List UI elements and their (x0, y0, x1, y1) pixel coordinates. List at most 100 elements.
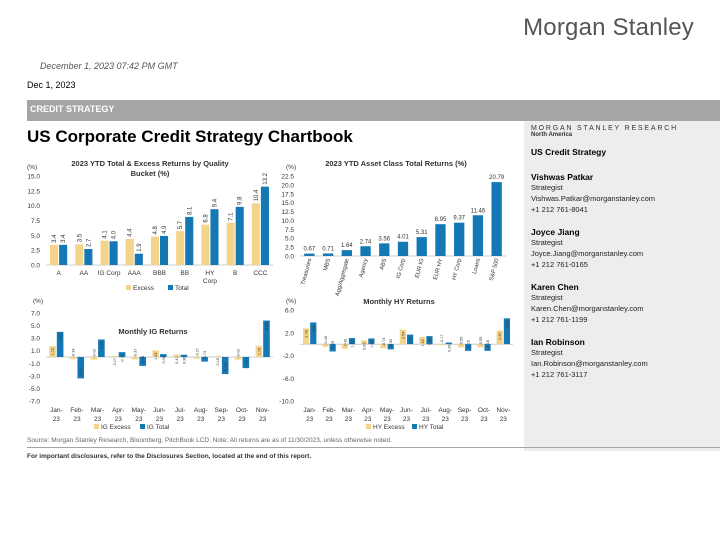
x-tick-label: Apr- (112, 407, 124, 414)
bar-hy-excess (399, 329, 406, 345)
x-tick-label: B (233, 270, 237, 277)
analyst-role: Strategist (531, 238, 563, 247)
data-label: 5.31 (416, 230, 428, 236)
bar-excess (75, 244, 84, 265)
x-tick-label: HY (205, 270, 215, 277)
y-tick-label: 5.0 (31, 323, 40, 330)
x-tick-label: Feb- (70, 407, 83, 414)
bar-hy-excess (477, 344, 484, 348)
y-tick-label: -3.0 (29, 373, 41, 380)
analyst-card: Karen Chen Strategist Karen.Chen@morgans… (531, 282, 720, 325)
x-tick-label-year: 23 (403, 416, 411, 423)
bar-ig-excess (255, 345, 263, 357)
data-label: -0.81 (343, 338, 347, 347)
data-label: -0.17 (440, 334, 444, 343)
x-tick-label: BBB (153, 270, 166, 277)
charts-canvas: 2023 YTD Total & Excess Returns by Quali… (27, 159, 513, 431)
bar-ig-excess (69, 357, 77, 360)
bar-hy-total (329, 344, 336, 352)
analyst-email[interactable]: Vishwas.Patkar@morganstanley.com (531, 194, 656, 203)
x-tick-label-year: 23 (364, 416, 372, 423)
data-label: 3.5 (77, 233, 83, 242)
bar-ig-total (242, 357, 250, 369)
bar-hy-total (426, 336, 433, 345)
legend-swatch (366, 424, 371, 429)
data-label: 0.15 (216, 358, 220, 365)
x-tick-label-year: 23 (325, 416, 333, 423)
bar-total (59, 244, 68, 265)
data-label: 1.41 (428, 338, 432, 345)
y-tick-label: 1.0 (31, 348, 40, 355)
x-tick-label-year: 23 (345, 416, 353, 423)
x-tick-label: A (56, 270, 61, 277)
data-label: -1.29 (331, 341, 335, 350)
bar-hy-total (465, 344, 472, 351)
bar-hy-excess (302, 328, 310, 345)
data-label: 4.4 (128, 228, 134, 237)
x-tick-label-year: 23 (461, 416, 469, 423)
data-label: -0.55 (459, 337, 463, 346)
x-tick-label: Jun- (400, 407, 413, 414)
data-label: 2.40 (498, 332, 502, 339)
data-label: 0.28 (447, 345, 451, 352)
y-axis-label: (%) (286, 164, 296, 171)
y-tick-label: -1.0 (29, 361, 41, 368)
y-tick-label: -10.0 (279, 399, 294, 406)
data-label: -2.72 (224, 363, 228, 372)
x-tick-label-year: 23 (422, 416, 430, 423)
x-tick-label-year: 23 (500, 416, 508, 423)
report-date: Dec 1, 2023 (27, 80, 76, 90)
x-tick-label-year: 23 (115, 416, 123, 423)
bar-hy-total (310, 322, 317, 345)
y-tick-label: 15.0 (27, 174, 40, 181)
research-region: North America (531, 132, 573, 138)
y-tick-label: -2.0 (283, 353, 295, 360)
y-tick-label: 10.0 (281, 218, 294, 225)
x-tick-label-year: 23 (306, 416, 314, 423)
data-label: 4.53 (505, 320, 509, 327)
data-label: 1.64 (341, 243, 353, 249)
legend-swatch (126, 285, 131, 290)
y-tick-label: 5.0 (31, 233, 40, 240)
bar-ig-total (180, 354, 188, 357)
legend-label: IG Excess (101, 424, 131, 431)
analyst-phone: +1 212 761-1199 (531, 315, 588, 324)
bar-total (491, 182, 502, 256)
y-tick-label: 12.5 (281, 209, 294, 216)
data-label: 9.4 (212, 198, 218, 207)
analyst-email[interactable]: Karen.Chen@morganstanley.com (531, 304, 644, 313)
y-tick-label: 0.0 (285, 254, 294, 261)
bar-excess (201, 224, 210, 265)
data-label: 1.03 (154, 353, 158, 360)
legend-swatch (412, 424, 417, 429)
y-tick-label: 2.0 (285, 330, 294, 337)
bar-hy-excess (322, 344, 329, 347)
y-tick-label: 22.5 (281, 174, 294, 181)
bar-total (435, 224, 446, 256)
x-tick-label-year: 23 (384, 416, 392, 423)
x-tick-label: CCC (253, 270, 267, 277)
bar-hy-excess (419, 337, 426, 345)
bar-hy-total (387, 344, 394, 350)
x-tick-label: MBS (323, 258, 332, 272)
data-label: 8.95 (435, 217, 447, 223)
team-name: US Credit Strategy (531, 147, 607, 157)
bar-total (260, 186, 269, 265)
legend-label: Excess (133, 285, 155, 292)
x-tick-label: Jan- (50, 407, 63, 414)
x-tick-label: EUR IG (415, 258, 426, 279)
publish-timestamp: December 1, 2023 07:42 PM GMT (40, 61, 178, 71)
data-label: 0.46 (162, 356, 166, 363)
bar-hy-excess (438, 344, 445, 346)
y-tick-label: -6.0 (283, 376, 295, 383)
bar-hy-total (407, 334, 414, 345)
data-label: -0.55 (479, 337, 483, 346)
data-label: 2.54 (401, 332, 405, 339)
data-label: 1.24 (421, 339, 425, 346)
analyst-email[interactable]: Ian.Robinson@morganstanley.com (531, 359, 648, 368)
analyst-email[interactable]: Joyce.Jiang@morganstanley.com (531, 249, 644, 258)
x-tick-label-year: 23 (177, 416, 185, 423)
x-tick-label: Jul- (175, 407, 185, 414)
bar-total (379, 243, 390, 256)
x-tick-label: S&P 500 (489, 258, 501, 282)
